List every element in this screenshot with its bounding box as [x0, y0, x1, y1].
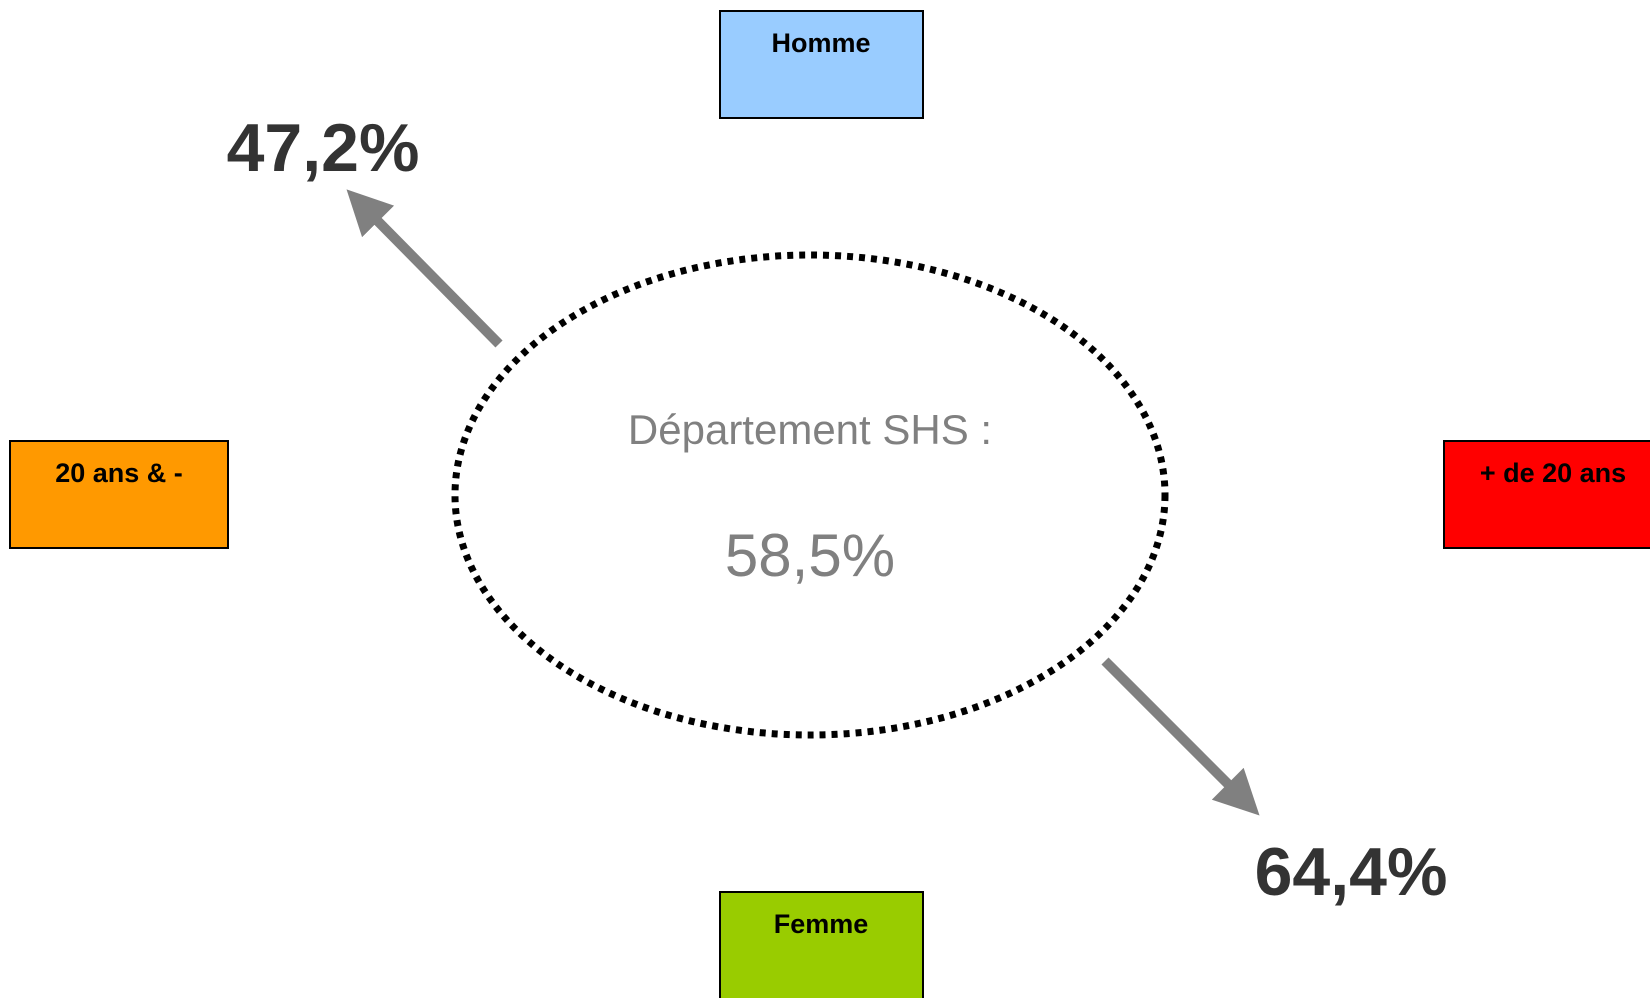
center-value: 58,5%: [725, 522, 895, 589]
center-title: Département SHS :: [628, 406, 992, 453]
box-femme: [719, 891, 924, 998]
box-older: [1443, 440, 1650, 549]
annotation: 47,2%: [227, 110, 420, 186]
box-homme: [719, 10, 924, 119]
arrow: [346, 189, 503, 348]
box-young: [9, 440, 229, 549]
center-ellipse: [451, 251, 1169, 739]
box-label: Femme: [774, 909, 869, 939]
arrow: [1101, 657, 1260, 816]
box-label: Homme: [771, 28, 870, 58]
box-label: + de 20 ans: [1480, 458, 1626, 488]
box-label: 20 ans & -: [55, 458, 183, 488]
annotation: 64,4%: [1255, 834, 1448, 910]
